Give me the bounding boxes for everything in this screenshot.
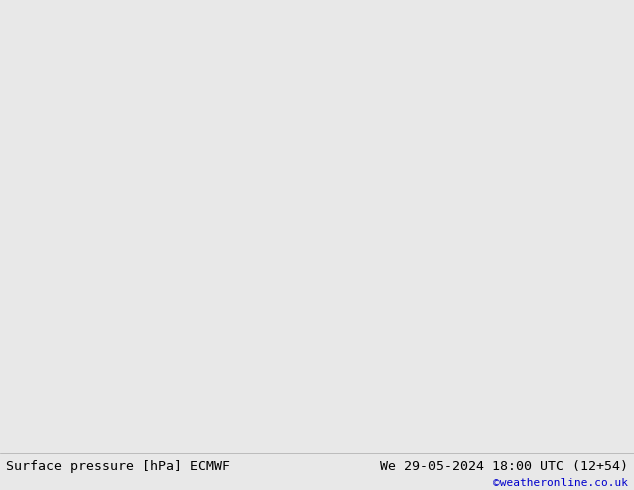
Text: We 29-05-2024 18:00 UTC (12+54): We 29-05-2024 18:00 UTC (12+54) [380, 460, 628, 473]
Text: Surface pressure [hPa] ECMWF: Surface pressure [hPa] ECMWF [6, 460, 230, 473]
Text: ©weatheronline.co.uk: ©weatheronline.co.uk [493, 478, 628, 488]
